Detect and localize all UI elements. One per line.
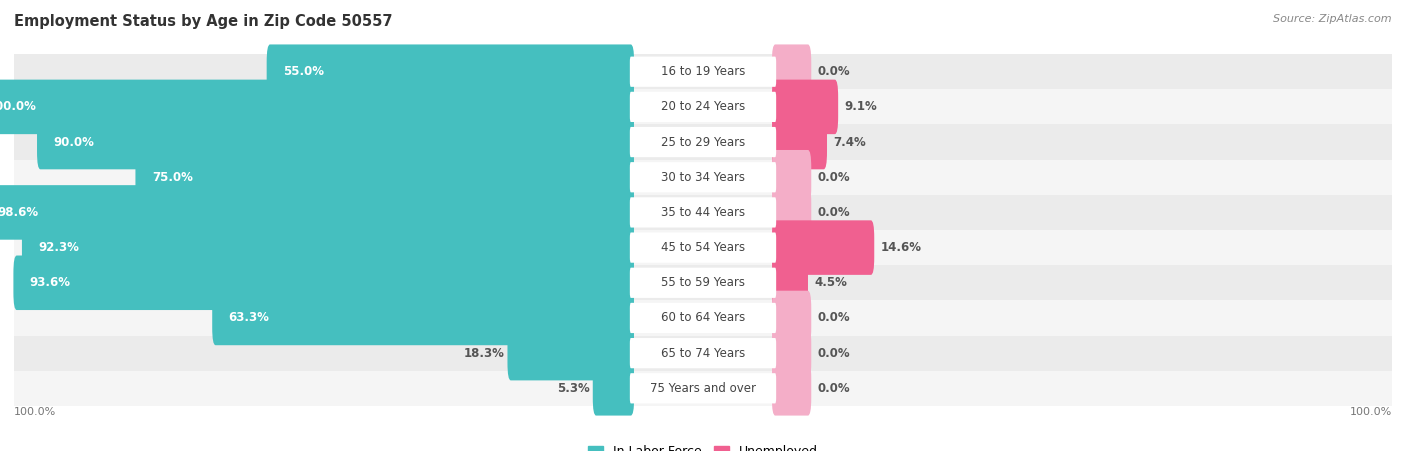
FancyBboxPatch shape [0,185,634,239]
Text: 4.5%: 4.5% [814,276,848,289]
Text: 60 to 64 Years: 60 to 64 Years [661,312,745,324]
Text: 18.3%: 18.3% [464,347,505,359]
Text: 16 to 19 Years: 16 to 19 Years [661,65,745,78]
Text: 0.0%: 0.0% [818,312,851,324]
FancyBboxPatch shape [630,197,776,228]
FancyBboxPatch shape [772,150,811,204]
Text: 30 to 34 Years: 30 to 34 Years [661,171,745,184]
FancyBboxPatch shape [14,160,1392,195]
Text: 63.3%: 63.3% [229,312,270,324]
FancyBboxPatch shape [135,150,634,204]
FancyBboxPatch shape [772,45,811,99]
FancyBboxPatch shape [772,185,811,239]
Text: 92.3%: 92.3% [38,241,79,254]
Text: 100.0%: 100.0% [1350,407,1392,417]
Text: 35 to 44 Years: 35 to 44 Years [661,206,745,219]
FancyBboxPatch shape [630,232,776,263]
FancyBboxPatch shape [14,230,1392,265]
FancyBboxPatch shape [508,326,634,380]
FancyBboxPatch shape [14,371,1392,406]
FancyBboxPatch shape [593,361,634,415]
FancyBboxPatch shape [772,115,827,169]
Text: 55.0%: 55.0% [283,65,323,78]
FancyBboxPatch shape [772,256,808,310]
Text: 98.6%: 98.6% [0,206,38,219]
FancyBboxPatch shape [772,221,875,275]
FancyBboxPatch shape [630,162,776,193]
FancyBboxPatch shape [630,303,776,333]
Text: 20 to 24 Years: 20 to 24 Years [661,101,745,113]
Text: 0.0%: 0.0% [818,171,851,184]
Text: 14.6%: 14.6% [880,241,922,254]
Text: 100.0%: 100.0% [0,101,37,113]
FancyBboxPatch shape [14,89,1392,124]
Text: 65 to 74 Years: 65 to 74 Years [661,347,745,359]
Text: 45 to 54 Years: 45 to 54 Years [661,241,745,254]
Text: 55 to 59 Years: 55 to 59 Years [661,276,745,289]
FancyBboxPatch shape [37,115,634,169]
FancyBboxPatch shape [14,336,1392,371]
FancyBboxPatch shape [772,291,811,345]
Text: 25 to 29 Years: 25 to 29 Years [661,136,745,148]
Text: Source: ZipAtlas.com: Source: ZipAtlas.com [1274,14,1392,23]
Text: 0.0%: 0.0% [818,382,851,395]
Text: 75.0%: 75.0% [152,171,193,184]
Text: 7.4%: 7.4% [834,136,866,148]
Text: 9.1%: 9.1% [845,101,877,113]
Legend: In Labor Force, Unemployed: In Labor Force, Unemployed [583,440,823,451]
Text: 90.0%: 90.0% [53,136,94,148]
FancyBboxPatch shape [0,80,634,134]
Text: 0.0%: 0.0% [818,347,851,359]
FancyBboxPatch shape [267,45,634,99]
FancyBboxPatch shape [772,326,811,380]
FancyBboxPatch shape [772,80,838,134]
FancyBboxPatch shape [22,221,634,275]
FancyBboxPatch shape [630,92,776,122]
FancyBboxPatch shape [212,291,634,345]
FancyBboxPatch shape [14,195,1392,230]
Text: 93.6%: 93.6% [30,276,70,289]
FancyBboxPatch shape [14,265,1392,300]
Text: 5.3%: 5.3% [557,382,589,395]
FancyBboxPatch shape [14,300,1392,336]
Text: 100.0%: 100.0% [14,407,56,417]
FancyBboxPatch shape [14,256,634,310]
FancyBboxPatch shape [772,361,811,415]
Text: 0.0%: 0.0% [818,206,851,219]
FancyBboxPatch shape [14,54,1392,89]
FancyBboxPatch shape [14,124,1392,160]
FancyBboxPatch shape [630,56,776,87]
Text: 75 Years and over: 75 Years and over [650,382,756,395]
Text: Employment Status by Age in Zip Code 50557: Employment Status by Age in Zip Code 505… [14,14,392,28]
Text: 0.0%: 0.0% [818,65,851,78]
FancyBboxPatch shape [630,373,776,404]
FancyBboxPatch shape [630,127,776,157]
FancyBboxPatch shape [630,267,776,298]
FancyBboxPatch shape [630,338,776,368]
